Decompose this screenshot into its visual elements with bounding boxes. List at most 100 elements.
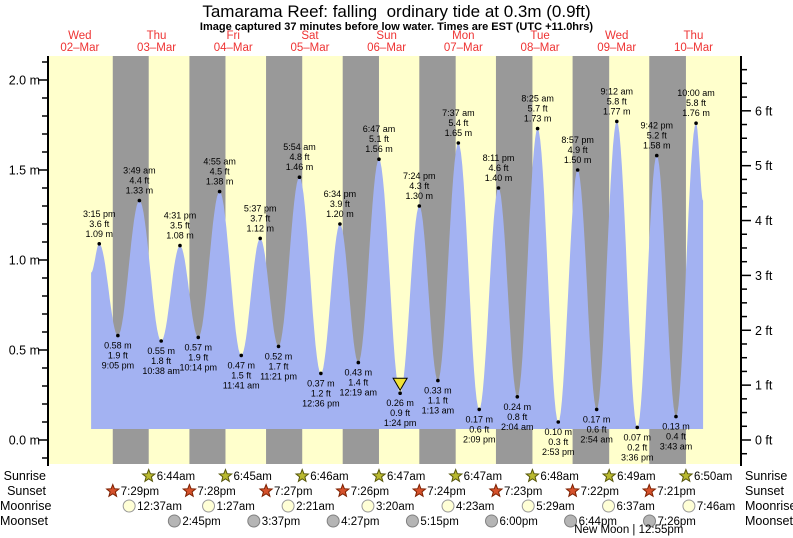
high-tide-label: 1.50 m bbox=[564, 155, 592, 165]
tide-dot bbox=[575, 168, 580, 172]
weekday-label: Sun bbox=[376, 30, 396, 42]
moonrise-icon bbox=[202, 499, 216, 513]
date-label: 06–Mar bbox=[367, 42, 406, 54]
weekday-label: Mon bbox=[452, 30, 474, 42]
sunrise-row-label-right: Sunrise bbox=[745, 469, 788, 483]
high-tide-label: 1.73 m bbox=[524, 114, 552, 124]
low-tide-label: 0.8 ft bbox=[507, 412, 528, 422]
high-tide-label: 4:55 am bbox=[203, 157, 236, 167]
moonset-icon bbox=[167, 514, 181, 528]
low-tide-label: 0.17 m bbox=[465, 414, 493, 424]
moonset-icon bbox=[247, 514, 261, 528]
sunset-icon bbox=[411, 483, 427, 498]
moonrise-icon bbox=[361, 499, 375, 513]
sunset-icon bbox=[105, 483, 121, 498]
sunset-icon bbox=[641, 483, 657, 498]
tide-dot bbox=[97, 242, 102, 246]
high-tide-label: 5:37 pm bbox=[244, 203, 277, 213]
tide-dot bbox=[535, 126, 540, 131]
low-tide-label: 0.37 m bbox=[307, 378, 335, 388]
low-tide-label: 1.8 ft bbox=[151, 356, 172, 366]
tide-dot bbox=[477, 407, 482, 412]
moonset-time: 3:37pm bbox=[262, 516, 300, 528]
tide-dot bbox=[196, 335, 201, 340]
weekday-label: Fri bbox=[227, 30, 240, 42]
y-axis-left-label: 1.5 m bbox=[9, 164, 40, 178]
high-tide-label: 3.6 ft bbox=[89, 219, 110, 229]
tide-dot bbox=[398, 391, 402, 396]
high-tide-label: 1.65 m bbox=[445, 128, 473, 138]
sunset-time: 7:24pm bbox=[427, 486, 465, 498]
low-tide-label: 0.57 m bbox=[184, 342, 212, 352]
high-tide-label: 4.3 ft bbox=[409, 181, 430, 191]
low-tide-label: 0.6 ft bbox=[469, 424, 490, 434]
high-tide-label: 4:31 pm bbox=[164, 211, 197, 221]
sunrise-icon bbox=[294, 468, 310, 483]
moonrise-time: 4:23am bbox=[456, 501, 494, 513]
high-tide-label: 1.58 m bbox=[643, 141, 671, 151]
low-tide-label: 3:43 am bbox=[660, 442, 693, 452]
sunset-time: 7:26pm bbox=[351, 486, 389, 498]
moonset-icon bbox=[485, 514, 499, 528]
high-tide-label: 8:11 pm bbox=[483, 153, 515, 163]
moonrise-row-label-right: Moonrise bbox=[745, 499, 793, 513]
high-tide-label: 1.77 m bbox=[603, 106, 631, 116]
low-tide-label: 12:36 pm bbox=[302, 398, 340, 408]
y-axis-left-label: 0.5 m bbox=[9, 344, 40, 358]
y-axis-right-label: 5 ft bbox=[755, 159, 773, 173]
tide-dot bbox=[258, 236, 262, 241]
moonrise-time: 6:37am bbox=[617, 501, 655, 513]
date-label: 02–Mar bbox=[60, 42, 99, 54]
sunrise-time: 6:47am bbox=[464, 471, 502, 483]
tide-dot bbox=[594, 407, 599, 412]
moonrise-time: 7:46am bbox=[697, 501, 735, 513]
tide-dot bbox=[615, 119, 619, 124]
tide-dot bbox=[496, 186, 501, 190]
moonrise-icon bbox=[122, 499, 136, 513]
sunset-icon bbox=[258, 483, 274, 498]
high-tide-label: 7:24 pm bbox=[403, 171, 436, 181]
tide-dot bbox=[116, 333, 120, 338]
sunset-time: 7:23pm bbox=[504, 486, 542, 498]
low-tide-label: 10:38 am bbox=[142, 366, 180, 376]
high-tide-label: 10:00 am bbox=[677, 88, 715, 98]
low-tide-label: 0.9 ft bbox=[390, 408, 411, 418]
chart-subtitle: Image captured 37 minutes before low wat… bbox=[199, 21, 594, 33]
high-tide-label: 3:15 pm bbox=[83, 209, 116, 219]
weekday-label: Thu bbox=[684, 30, 704, 42]
low-tide-label: 0.24 m bbox=[504, 402, 532, 412]
low-tide-label: 1.1 ft bbox=[428, 396, 449, 406]
date-label: 03–Mar bbox=[137, 42, 176, 54]
high-tide-label: 1.56 m bbox=[365, 144, 393, 154]
high-tide-label: 5.1 ft bbox=[369, 134, 390, 144]
high-tide-label: 5.2 ft bbox=[647, 131, 668, 141]
sunset-time: 7:27pm bbox=[274, 486, 312, 498]
low-tide-label: 0.43 m bbox=[345, 368, 373, 378]
moonset-time: 7:26pm bbox=[658, 516, 696, 528]
tide-dot bbox=[137, 198, 142, 203]
low-tide-label: 0.52 m bbox=[265, 351, 293, 361]
sunset-icon bbox=[565, 483, 581, 498]
sunrise-time: 6:47am bbox=[387, 471, 425, 483]
high-tide-label: 5.4 ft bbox=[448, 118, 469, 128]
low-tide-label: 0.6 ft bbox=[587, 424, 608, 434]
date-label: 08–Mar bbox=[521, 42, 560, 54]
moonset-icon bbox=[326, 514, 340, 528]
moonrise-icon bbox=[602, 499, 616, 513]
low-tide-label: 0.17 m bbox=[583, 414, 611, 424]
moon-phase-note: New Moon | 12:55pm bbox=[574, 524, 683, 536]
moonrise-time: 12:37am bbox=[137, 501, 182, 513]
tide-dot bbox=[356, 360, 361, 365]
low-tide-label: 0.13 m bbox=[662, 422, 690, 432]
low-tide-label: 2:09 pm bbox=[463, 434, 496, 444]
weekday-label: Wed bbox=[68, 30, 91, 42]
moonset-icon bbox=[405, 514, 419, 528]
high-tide-label: 1.08 m bbox=[166, 231, 194, 241]
weekday-label: Sat bbox=[301, 30, 319, 42]
high-tide-label: 4.6 ft bbox=[488, 163, 509, 173]
low-tide-label: 0.3 ft bbox=[548, 437, 569, 447]
tide-dot bbox=[654, 153, 659, 158]
high-tide-label: 4.5 ft bbox=[210, 167, 231, 177]
low-tide-label: 0.2 ft bbox=[627, 442, 648, 452]
sunset-row-label-left: Sunset bbox=[7, 484, 46, 498]
